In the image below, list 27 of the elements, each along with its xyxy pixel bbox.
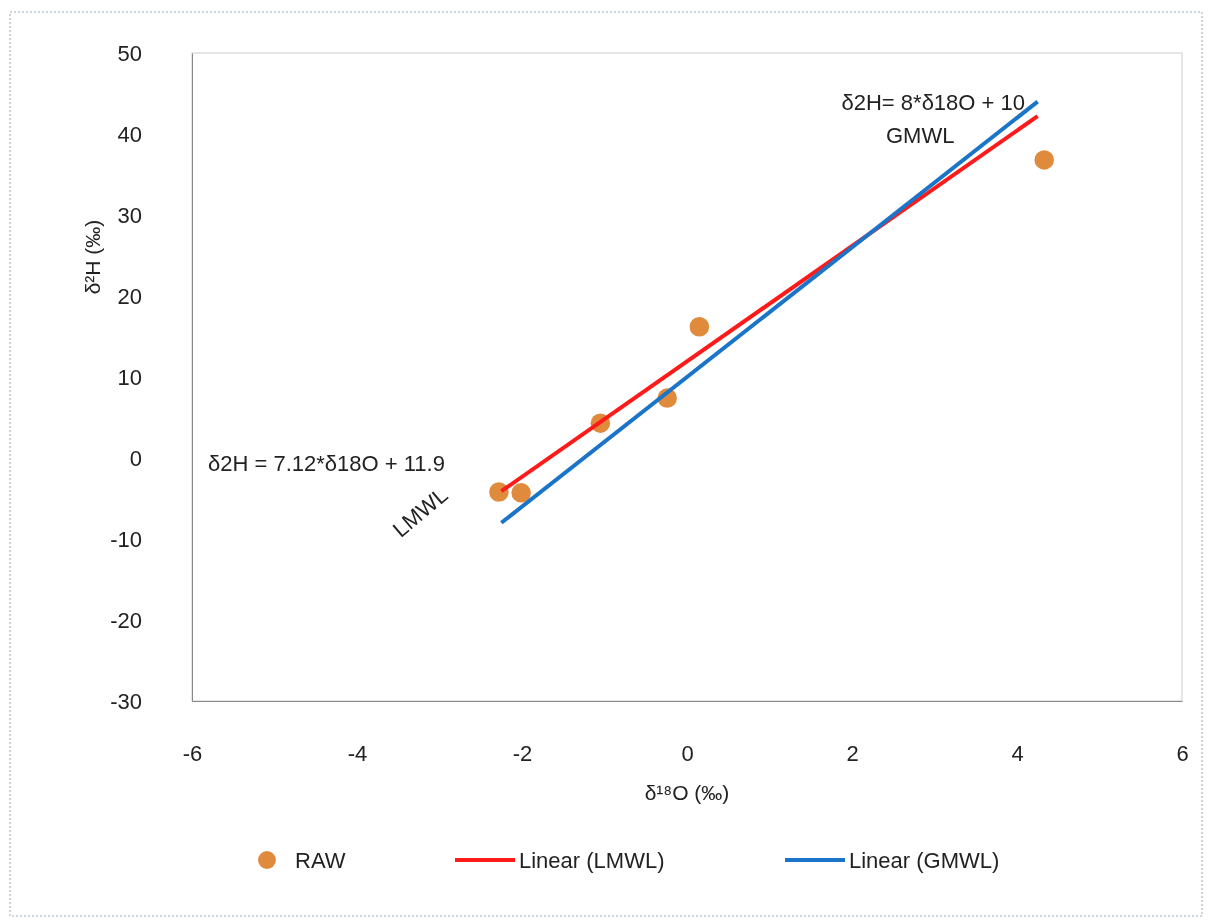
legend-label: Linear (GMWL) (849, 848, 1000, 873)
y-tick-label: -30 (110, 688, 142, 714)
y-tick-label: 0 (129, 445, 142, 471)
legend-label: Linear (LMWL) (519, 848, 665, 873)
y-tick-label: 10 (117, 364, 142, 390)
point (1034, 150, 1054, 170)
y-tick-label: 30 (117, 202, 142, 228)
x-tick-label: -6 (182, 740, 203, 766)
annotation: δ2H= 8*δ18O + 10 (841, 90, 1025, 115)
x-tick-label: 2 (846, 740, 859, 766)
y-tick-label: -10 (110, 526, 142, 552)
y-axis-title: δ²H (‰) (81, 219, 104, 295)
x-tick-label: -2 (512, 740, 533, 766)
x-tick-label: -4 (347, 740, 368, 766)
annotation: GMWL (886, 123, 955, 148)
x-tick-label: 6 (1176, 740, 1189, 766)
y-tick-label: 20 (117, 283, 142, 309)
y-tick-label: 40 (117, 121, 142, 147)
x-axis-title: δ¹⁸O (‰) (644, 781, 730, 804)
annotation: δ2H = 7.12*δ18O + 11.9 (208, 451, 445, 476)
point (689, 317, 710, 337)
x-tick-label: 0 (681, 740, 694, 766)
x-tick-label: 4 (1011, 740, 1024, 766)
legend-label: RAW (295, 848, 346, 873)
y-tick-label: -20 (110, 607, 142, 633)
y-tick-label: 50 (117, 40, 142, 66)
point (511, 483, 531, 503)
